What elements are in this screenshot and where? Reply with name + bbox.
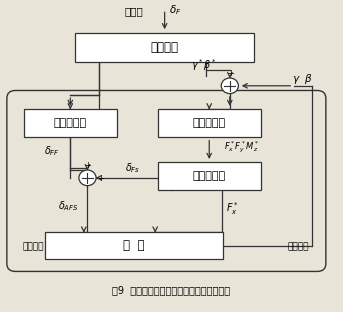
Bar [158,109,261,137]
Text: +: + [227,69,234,78]
Text: 转向控制: 转向控制 [22,242,44,251]
Text: $F_x^*F_y^*M_z^*$: $F_x^*F_y^*M_z^*$ [224,139,260,155]
Text: +: + [84,161,91,170]
Text: 分配控制器: 分配控制器 [193,171,226,181]
Text: $\delta_{AFS}$: $\delta_{AFS}$ [58,199,79,213]
Text: 制动控制: 制动控制 [287,242,309,251]
Text: $F_x^*$: $F_x^*$ [226,200,239,217]
Text: 反馈控制器: 反馈控制器 [193,118,226,128]
Text: $\delta_{Fs}$: $\delta_{Fs}$ [125,162,141,175]
Text: +: + [97,174,104,183]
Text: 参考模型: 参考模型 [151,41,179,54]
Text: $\gamma^*\beta^*$: $\gamma^*\beta^*$ [191,57,217,73]
Bar [24,109,117,137]
Text: $\delta_F$: $\delta_F$ [169,3,181,17]
Bar [158,162,261,190]
Text: 驾驶员: 驾驶员 [125,7,143,17]
Circle shape [79,170,96,186]
Text: 前馈控制器: 前馈控制器 [54,118,87,128]
Text: $\gamma\ \ \beta$: $\gamma\ \ \beta$ [292,72,314,86]
Text: 车  辆: 车 辆 [123,239,144,252]
Text: 图9  主动转向和制动集成控制系统算法框图: 图9 主动转向和制动集成控制系统算法框图 [113,285,230,295]
Circle shape [221,78,238,94]
Bar [45,232,223,259]
Text: $\delta_{FF}$: $\delta_{FF}$ [44,144,59,158]
Bar [75,33,254,62]
